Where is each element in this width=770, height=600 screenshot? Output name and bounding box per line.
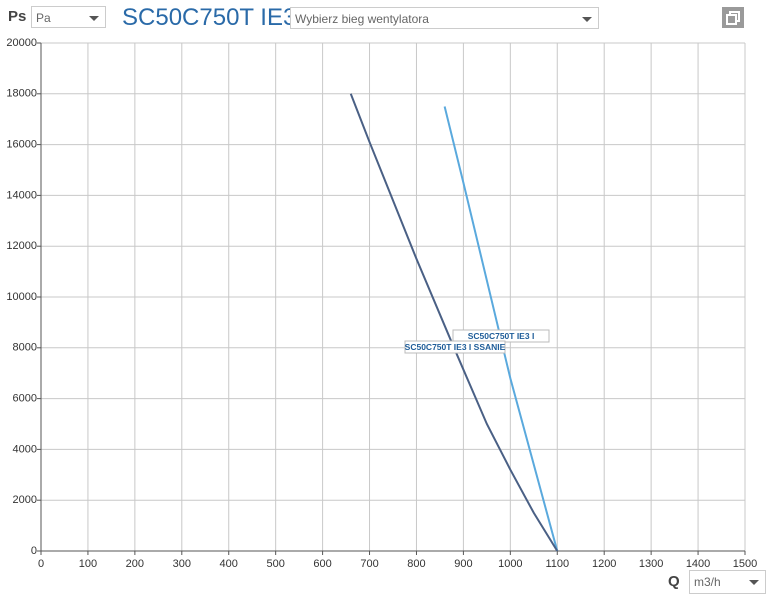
x-tick-label: 1400 — [686, 558, 710, 570]
y-axis-label: Ps — [8, 8, 27, 25]
y-tick-label: 4000 — [13, 443, 37, 455]
x-tick-label: 900 — [454, 558, 472, 570]
y-tick-label: 20000 — [6, 37, 37, 49]
x-tick-label: 1500 — [733, 558, 757, 570]
y-tick-label: 16000 — [6, 139, 37, 151]
x-tick-label: 200 — [126, 558, 144, 570]
x-tick-label: 500 — [266, 558, 284, 570]
x-tick-label: 1300 — [639, 558, 663, 570]
y-tick-label: 12000 — [6, 240, 37, 252]
y-tick-label: 0 — [31, 545, 37, 557]
y-tick-label: 18000 — [6, 88, 37, 100]
x-tick-label: 300 — [173, 558, 191, 570]
x-tick-label: 1100 — [545, 558, 569, 570]
x-unit-dropdown[interactable]: m3/h — [689, 570, 766, 594]
x-tick-label: 600 — [313, 558, 331, 570]
x-tick-label: 1000 — [498, 558, 522, 570]
series-label: SC50C750T IE3 I SSANIE — [405, 342, 506, 352]
series-line — [443, 106, 559, 552]
x-tick-label: 400 — [220, 558, 238, 570]
fullscreen-button[interactable] — [722, 7, 744, 28]
x-tick-label: 700 — [360, 558, 378, 570]
y-tick-label: 2000 — [13, 494, 37, 506]
x-tick-label: 100 — [79, 558, 97, 570]
series-label: SC50C750T IE3 I — [468, 331, 535, 341]
x-axis-label: Q — [668, 573, 680, 590]
y-tick-label: 6000 — [13, 393, 37, 405]
x-tick-label: 800 — [407, 558, 425, 570]
unit: Pa — [36, 11, 51, 25]
fan-speed-dropdown[interactable]: Wybierz bieg wentylatora — [290, 7, 599, 29]
series-label-box — [404, 340, 506, 354]
x-unit: m3/h — [694, 575, 721, 589]
y-tick-label: 8000 — [13, 342, 37, 354]
placeholder: Wybierz bieg wentylatora — [295, 12, 429, 26]
unit-dropdown[interactable]: Pa — [31, 6, 106, 28]
x-tick-label: 0 — [38, 558, 44, 570]
y-tick-label: 14000 — [6, 189, 37, 201]
chart-title: SC50C750T IE3 — [122, 4, 297, 31]
y-tick-label: 10000 — [6, 291, 37, 303]
x-tick-label: 1200 — [592, 558, 616, 570]
series-line — [349, 93, 559, 552]
